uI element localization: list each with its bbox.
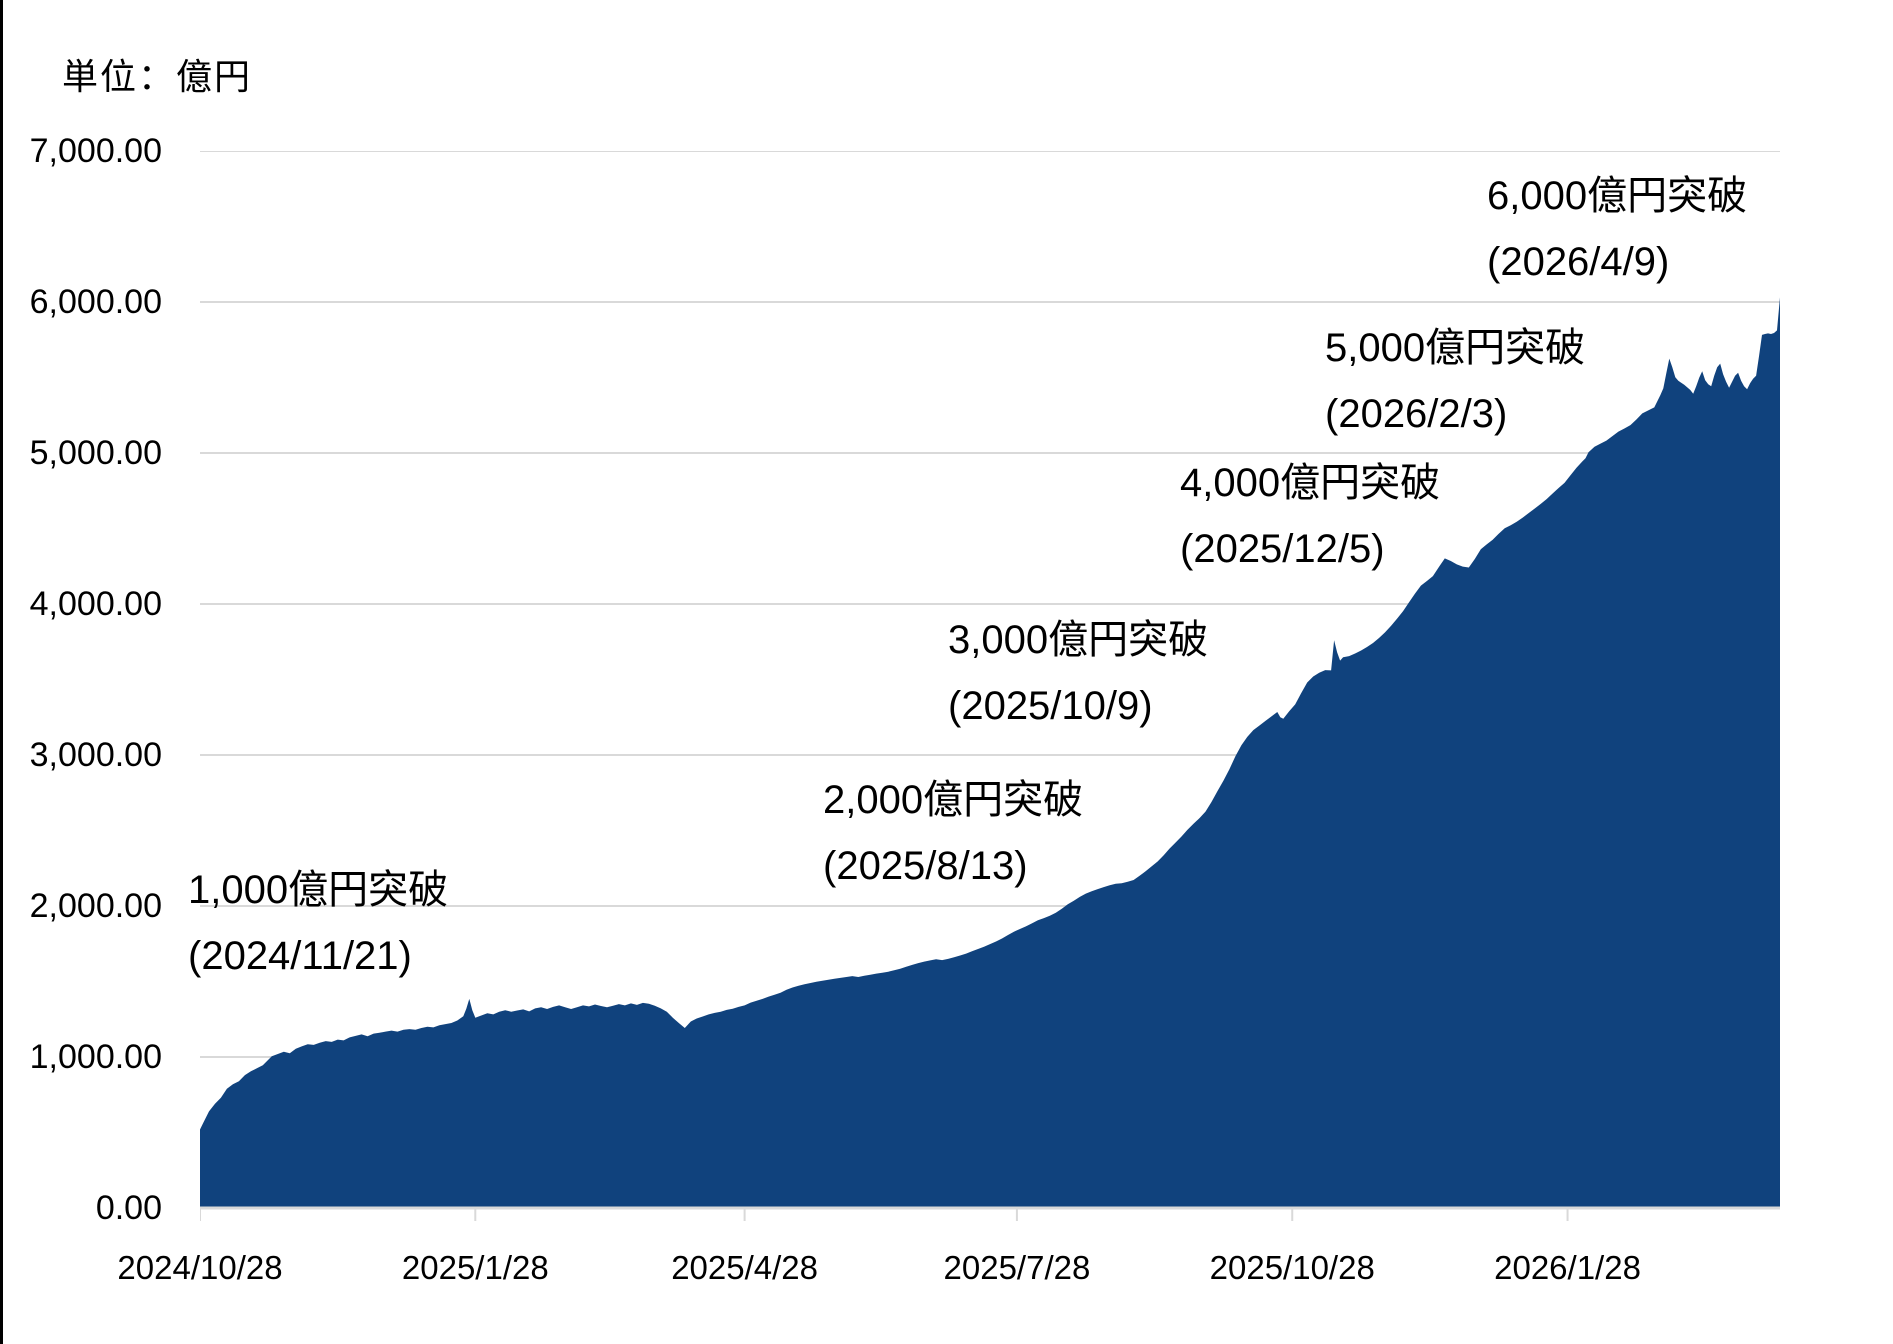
- milestone-date: (2025/10/9): [948, 684, 1153, 728]
- milestone-date: (2024/11/21): [188, 934, 412, 978]
- milestone-label: 5,000億円突破: [1325, 326, 1586, 370]
- milestone-annotation: 1,000億円突破 (2024/11/21): [188, 857, 448, 989]
- x-axis-label: 2024/10/28: [117, 1249, 283, 1286]
- y-axis-label: 7,000.00: [29, 132, 162, 170]
- y-axis-label: 0.00: [95, 1189, 162, 1227]
- x-axis-label: 2026/1/28: [1494, 1249, 1641, 1286]
- aum-area: [200, 297, 1780, 1208]
- y-axis-label: 1,000.00: [29, 1038, 162, 1076]
- x-axis-label: 2025/4/28: [671, 1249, 819, 1286]
- aum-area-chart: [200, 151, 1780, 1221]
- milestone-annotation: 6,000億円突破 (2026/4/9): [1487, 163, 1747, 295]
- y-axis-label: 4,000.00: [29, 585, 162, 623]
- y-axis-label: 5,000.00: [29, 434, 162, 472]
- x-axis-label: 2025/7/28: [943, 1249, 1091, 1286]
- milestone-annotation: 5,000億円突破 (2026/2/3): [1325, 315, 1585, 447]
- y-axis-label: 2,000.00: [29, 887, 162, 925]
- window-left-edge: [0, 0, 3, 1344]
- milestone-annotation: 3,000億円突破 (2025/10/9): [948, 607, 1208, 739]
- milestone-date: (2025/8/13): [823, 844, 1028, 888]
- milestone-label: 2,000億円突破: [823, 778, 1084, 822]
- milestone-date: (2026/2/3): [1325, 392, 1508, 436]
- x-axis-label: 2025/10/28: [1209, 1249, 1375, 1286]
- y-axis-label: 6,000.00: [29, 283, 162, 321]
- milestone-date: (2026/4/9): [1487, 240, 1670, 284]
- milestone-annotation: 2,000億円突破 (2025/8/13): [823, 767, 1083, 899]
- milestone-annotation: 4,000億円突破 (2025/12/5): [1180, 450, 1440, 582]
- milestone-label: 6,000億円突破: [1487, 174, 1748, 218]
- milestone-label: 3,000億円突破: [948, 618, 1209, 662]
- x-axis-label: 2025/1/28: [401, 1249, 549, 1286]
- milestone-date: (2025/12/5): [1180, 527, 1385, 571]
- y-axis-label: 3,000.00: [29, 736, 162, 774]
- milestone-label: 4,000億円突破: [1180, 461, 1441, 505]
- milestone-label: 1,000億円突破: [188, 868, 449, 912]
- unit-label: 単位：億円: [62, 56, 253, 97]
